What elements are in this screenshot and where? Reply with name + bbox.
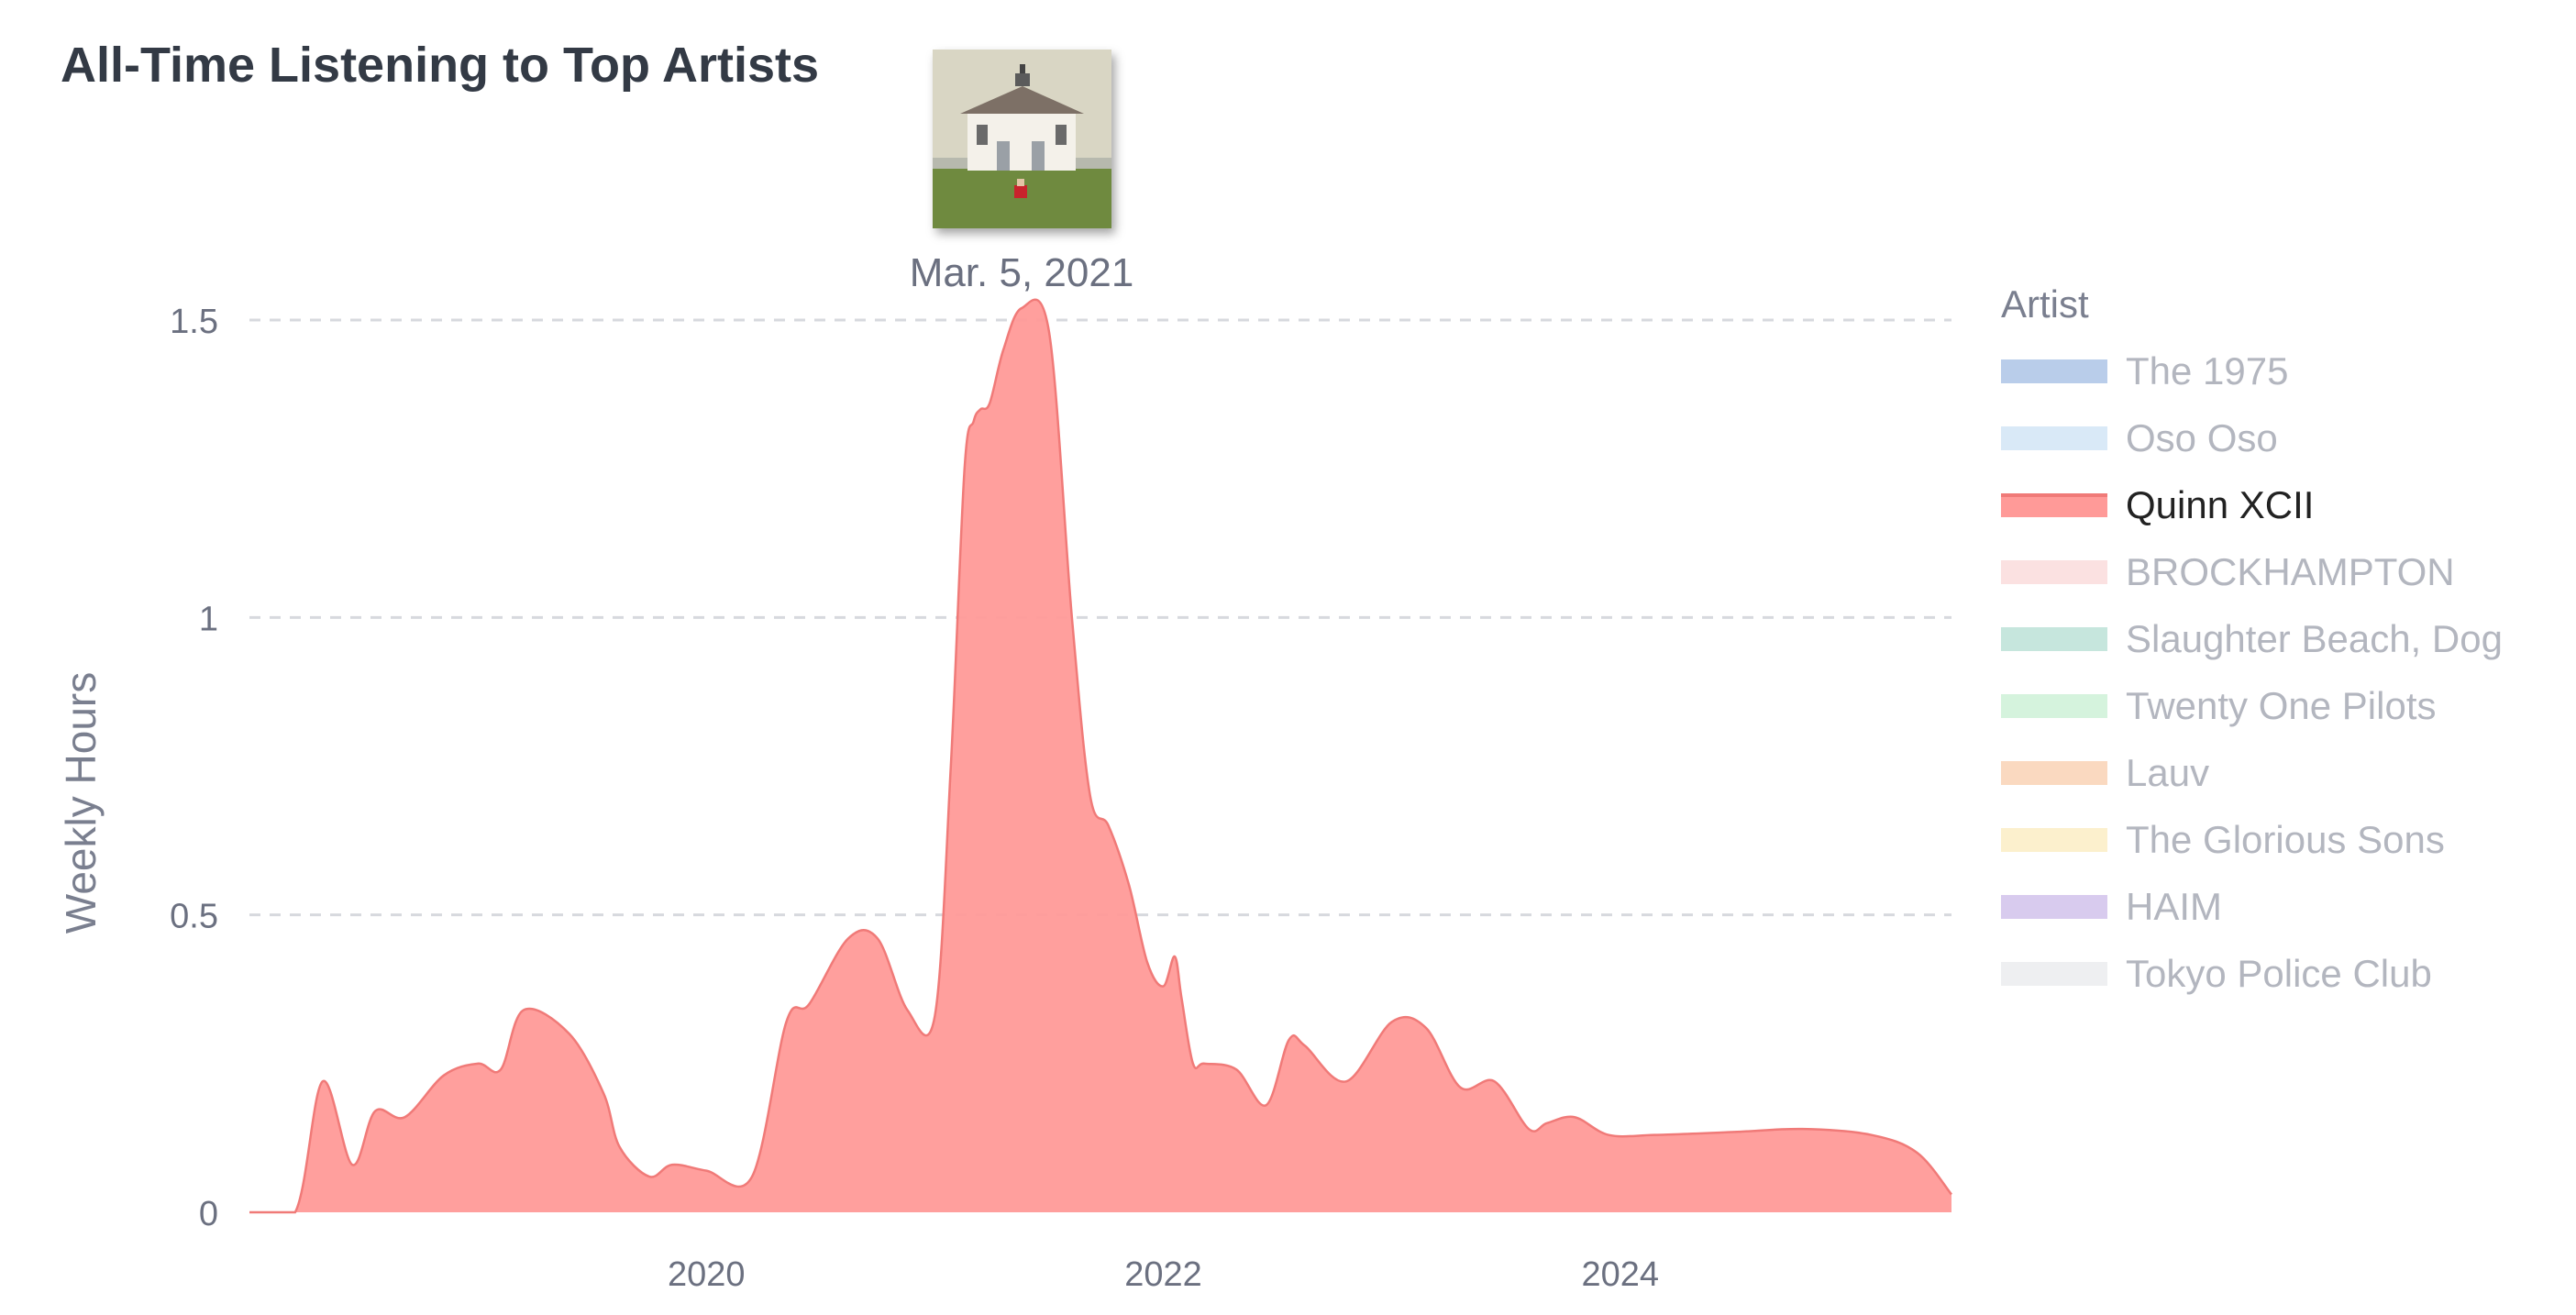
legend-label: The Glorious Sons [2126,818,2445,861]
legend-swatch [2001,359,2107,383]
legend-label: Quinn XCII [2126,483,2315,526]
legend-item[interactable]: BROCKHAMPTON [2001,545,2455,600]
x-tick-label: 2022 [1124,1255,1202,1294]
album-cover-house-icon [933,50,1111,228]
legend-label: The 1975 [2126,349,2289,392]
x-tick-label: 2020 [668,1255,746,1294]
legend-swatch [2001,493,2107,517]
legend-label: HAIM [2126,885,2222,928]
album-art-thumbnail [933,50,1111,228]
legend-label: Tokyo Police Club [2126,952,2432,995]
legend-swatch [2001,426,2107,450]
legend-item[interactable]: Oso Oso [2001,411,2278,466]
legend-title: Artist [2001,282,2089,326]
legend-swatch [2001,694,2107,718]
series-area-quinn-xcii[interactable] [249,299,1951,1212]
legend-item[interactable]: Lauv [2001,746,2209,801]
legend-item[interactable]: HAIM [2001,879,2222,934]
legend-item[interactable]: The 1975 [2001,344,2288,399]
y-tick-label: 1.5 [170,303,218,341]
x-tick-label: 2024 [1581,1255,1659,1294]
legend-label: Slaughter Beach, Dog [2126,617,2503,660]
legend-swatch [2001,828,2107,852]
y-axis-label: Weekly Hours [57,672,105,934]
legend-item[interactable]: Tokyo Police Club [2001,946,2432,1001]
legend-swatch [2001,895,2107,919]
legend-swatch [2001,560,2107,584]
y-tick-label: 0 [199,1195,218,1233]
y-tick-label: 1 [199,600,218,638]
legend-label: BROCKHAMPTON [2126,550,2455,593]
legend-item[interactable]: Quinn XCII [2001,478,2314,533]
hover-date-label: Mar. 5, 2021 [910,250,1134,295]
legend-item[interactable]: Twenty One Pilots [2001,679,2436,734]
legend-swatch [2001,962,2107,986]
chart-title: All-Time Listening to Top Artists [61,38,820,93]
legend-label: Oso Oso [2126,416,2278,459]
legend-label: Lauv [2126,751,2210,794]
y-tick-label: 0.5 [170,898,218,936]
series-line-quinn-xcii [249,298,1952,1214]
legend-item[interactable]: The Glorious Sons [2001,812,2445,867]
legend-item[interactable]: Slaughter Beach, Dog [2001,612,2503,667]
legend-swatch [2001,627,2107,651]
legend-label: Twenty One Pilots [2126,684,2437,727]
legend-swatch [2001,761,2107,785]
